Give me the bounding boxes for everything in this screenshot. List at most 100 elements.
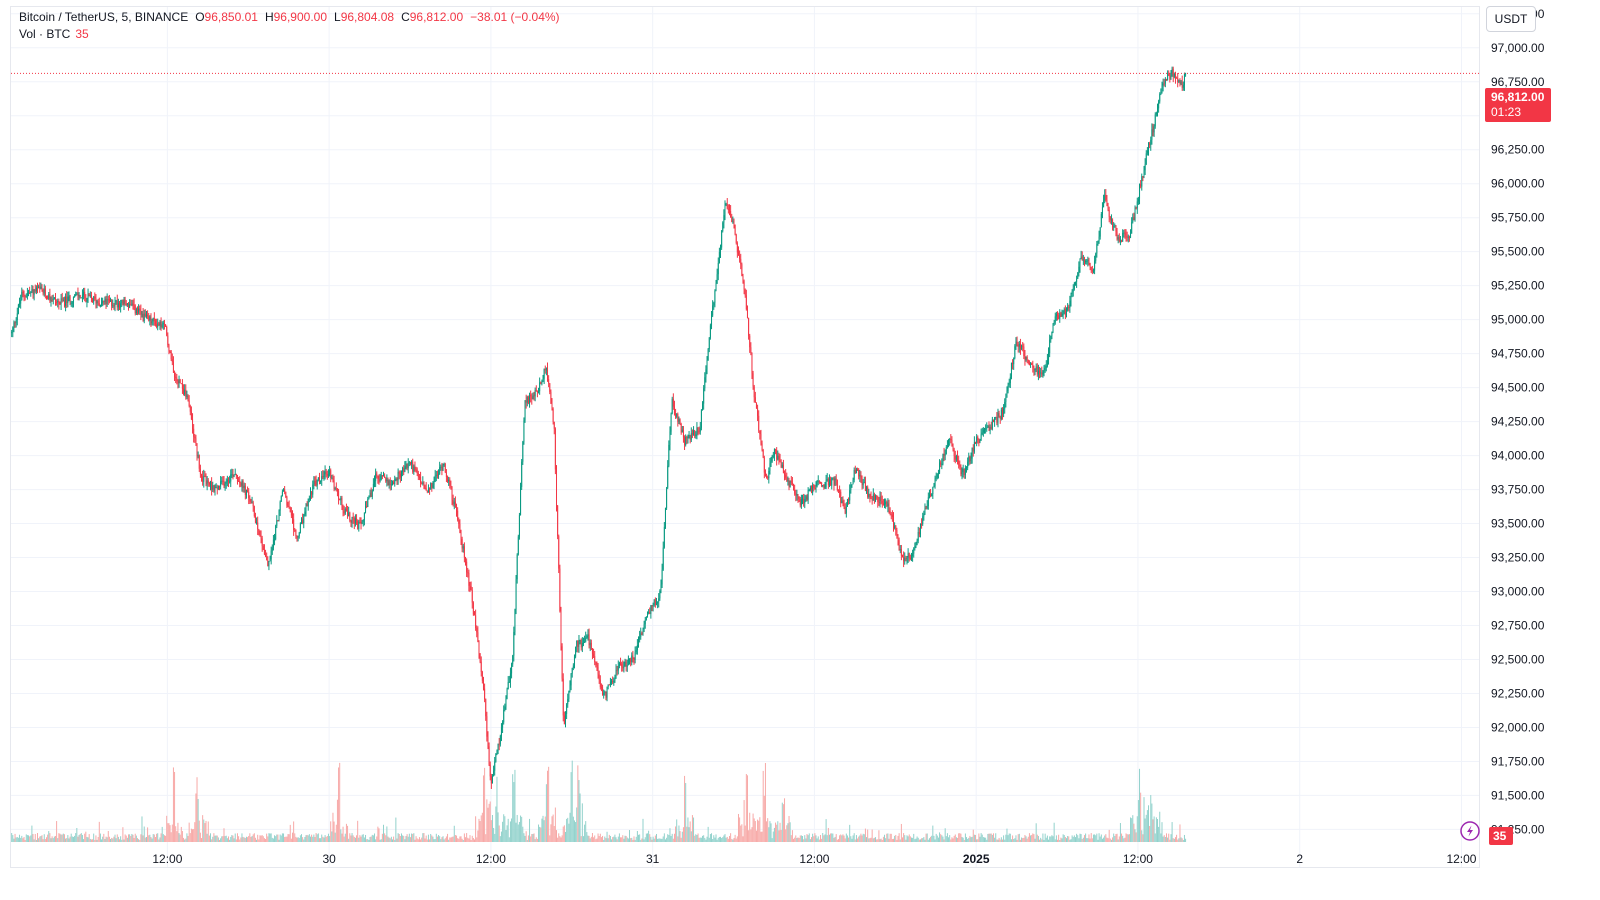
volume-bar xyxy=(695,834,697,842)
volume-bar xyxy=(1054,839,1056,842)
volume-bar xyxy=(459,836,461,842)
candle-body xyxy=(244,485,246,496)
volume-bar xyxy=(1060,837,1062,842)
candle-body xyxy=(648,612,650,614)
candle-body xyxy=(440,466,442,468)
volume-bar xyxy=(89,838,91,842)
currency-button[interactable]: USDT xyxy=(1486,6,1536,32)
candle-body xyxy=(827,479,829,486)
candle-body xyxy=(361,521,363,524)
volume-bar xyxy=(366,839,368,842)
volume-bar xyxy=(964,833,966,842)
candle-body xyxy=(803,498,805,504)
candle-body xyxy=(876,496,878,498)
volume-bar xyxy=(875,837,877,842)
lightning-icon[interactable] xyxy=(1460,821,1480,841)
volume-label[interactable]: Vol · BTC xyxy=(19,27,71,41)
candle-body xyxy=(933,485,935,488)
candle-body xyxy=(89,295,91,297)
volume-bar xyxy=(75,833,77,842)
candle-body xyxy=(1003,408,1005,415)
volume-bar xyxy=(363,837,365,842)
volume-bar xyxy=(978,833,980,842)
volume-bar xyxy=(960,833,962,842)
volume-bar xyxy=(814,833,816,842)
volume-bar xyxy=(690,831,692,842)
candle-body xyxy=(1180,81,1182,84)
candle-body xyxy=(463,546,465,558)
candle-body xyxy=(1045,365,1047,369)
volume-bar xyxy=(465,837,467,842)
volume-bar xyxy=(29,836,31,842)
volume-bar xyxy=(900,823,902,842)
candle-body xyxy=(498,743,500,745)
volume-bar xyxy=(763,795,765,842)
candle-body xyxy=(333,480,335,490)
volume-bar xyxy=(110,839,112,842)
candle-body xyxy=(324,471,326,475)
candle-body xyxy=(412,461,414,472)
candle-body xyxy=(108,299,110,302)
candle-body xyxy=(214,487,216,492)
volume-bar xyxy=(281,833,283,842)
volume-bar xyxy=(427,834,429,842)
volume-bar xyxy=(951,837,953,842)
candle-body xyxy=(906,556,908,560)
time-axis[interactable]: 12:00 30 12:00 31 12:00 2025 12:00 2 12:00 xyxy=(152,852,1476,866)
candle-body xyxy=(388,480,390,486)
candle-body xyxy=(1070,293,1072,301)
candle-body xyxy=(478,641,480,654)
volume-bar xyxy=(789,822,791,842)
volume-bar xyxy=(511,818,513,842)
volume-bar xyxy=(997,839,999,842)
volume-bar xyxy=(761,831,763,842)
candle-body xyxy=(813,485,815,488)
volume-bar xyxy=(349,833,351,842)
price-tick-label: 93,750.00 xyxy=(1491,483,1545,497)
candle-body xyxy=(586,635,588,638)
candle-body xyxy=(321,476,323,481)
candle-body xyxy=(650,605,652,614)
volume-bar xyxy=(630,838,632,842)
candle-body xyxy=(190,411,192,419)
candle-body xyxy=(790,480,792,483)
candle-body xyxy=(887,503,889,507)
symbol-name[interactable]: Bitcoin / TetherUS xyxy=(19,10,115,24)
candle-body xyxy=(987,425,989,428)
volume-bar xyxy=(513,782,515,842)
volume-bar xyxy=(950,839,952,842)
candle-body xyxy=(582,642,584,644)
volume-bar xyxy=(654,835,656,842)
candle-body xyxy=(703,388,705,404)
volume-bar xyxy=(22,838,24,842)
candle-body xyxy=(289,507,291,513)
candle-body xyxy=(33,289,35,295)
candle-body xyxy=(694,430,696,437)
candle-body xyxy=(782,464,784,474)
volume-bar xyxy=(178,833,180,842)
candle-body xyxy=(354,518,356,524)
candle-body xyxy=(636,644,638,651)
volume-bar xyxy=(502,821,504,842)
volume-bar xyxy=(279,834,281,842)
volume-bar xyxy=(482,775,484,842)
candle-body xyxy=(94,296,96,299)
volume-bar xyxy=(629,830,631,842)
candle-body xyxy=(47,296,49,299)
volume-bar xyxy=(896,839,898,842)
candle-body xyxy=(816,480,818,487)
candle-body xyxy=(536,391,538,393)
volume-bar xyxy=(934,839,936,842)
candle-body xyxy=(707,348,709,361)
volume-bar xyxy=(520,815,522,842)
price-axis[interactable]: 97,250.0097,000.0096,750.0096,500.0096,2… xyxy=(1491,7,1545,837)
volume-bar xyxy=(240,837,242,842)
volume-bar xyxy=(873,837,875,842)
volume-bar xyxy=(390,836,392,842)
volume-bar xyxy=(50,838,52,842)
volume-bar xyxy=(549,835,551,842)
candle-body xyxy=(104,298,106,302)
volume-bar xyxy=(635,836,637,842)
